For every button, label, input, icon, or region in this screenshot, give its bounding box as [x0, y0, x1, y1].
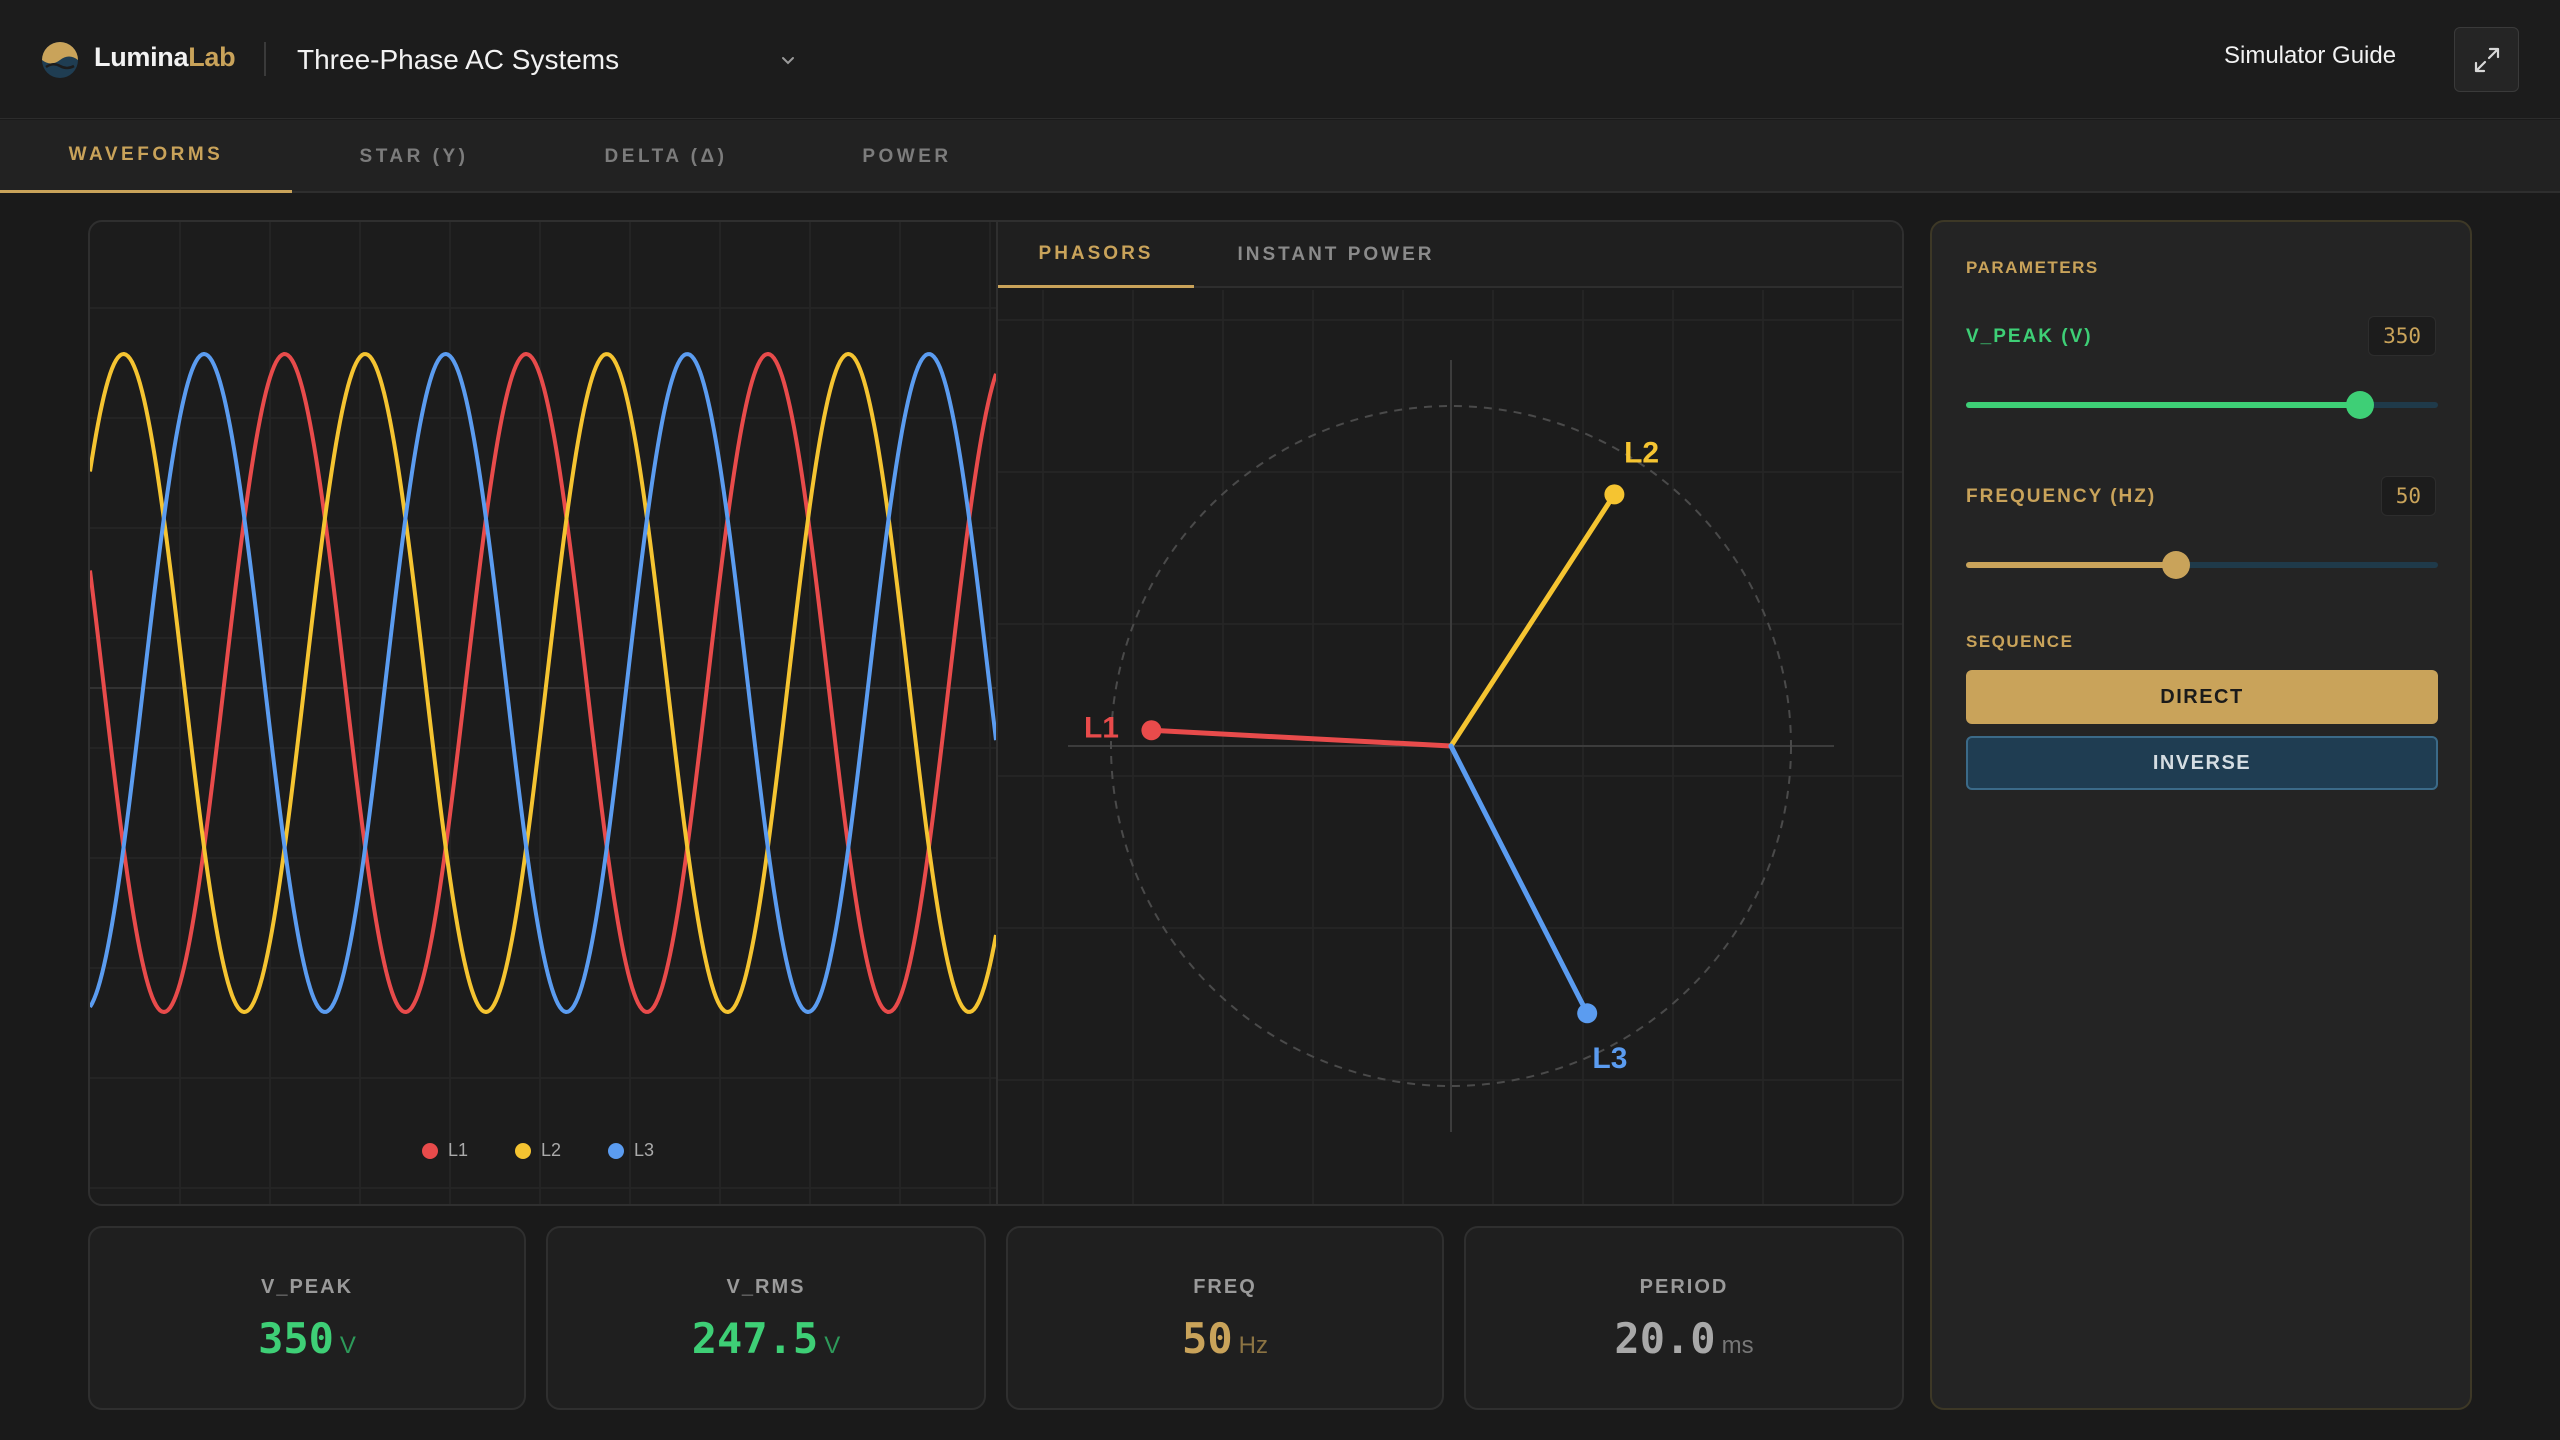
vpeak-value-input[interactable]: 350 [2368, 316, 2436, 356]
stat-label: V_RMS [726, 1276, 806, 1298]
chart-subtabs: PHASORS INSTANT POWER [998, 222, 1902, 288]
phasor-plot: L1 L2 L3 [998, 290, 1902, 1204]
parameters-heading: PARAMETERS [1966, 258, 2099, 277]
brand-divider [264, 42, 266, 76]
legend-item-l2: L2 [515, 1140, 561, 1161]
vpeak-slider-fill [1966, 402, 2361, 408]
stat-value: 350 [258, 1314, 334, 1363]
tab-power[interactable]: POWER [862, 145, 952, 167]
subtab-phasors[interactable]: PHASORS [998, 222, 1194, 288]
phasor-label-l3: L3 [1592, 1042, 1627, 1075]
main-tabs: WAVEFORMS STAR (Y) DELTA (Δ) POWER [0, 120, 2560, 193]
l1-dot-icon [422, 1142, 438, 1159]
phasor-label-l1: L1 [1084, 712, 1119, 745]
vpeak-label: V_PEAK (V) [1966, 326, 2093, 347]
brand-logo[interactable]: LuminaLab [94, 42, 236, 73]
stat-label: FREQ [1193, 1276, 1257, 1298]
stat-unit: V [339, 1332, 356, 1359]
module-title: Three-Phase AC Systems [297, 44, 620, 75]
legend-item-l1: L1 [422, 1140, 468, 1161]
series-line-l2 [90, 352, 998, 1014]
frequency-value-input[interactable]: 50 [2380, 476, 2436, 516]
frequency-label: FREQUENCY (HZ) [1966, 486, 2157, 507]
legend-label: L2 [541, 1140, 562, 1160]
stat-value: 20.0 [1614, 1314, 1716, 1363]
waveform-plot [90, 222, 998, 1204]
phasor-tip-l2 [1604, 484, 1625, 505]
frequency-slider-thumb[interactable] [2162, 551, 2191, 579]
stat-unit: V [824, 1332, 841, 1359]
frequency-slider[interactable] [1966, 551, 2438, 579]
stat-card-freq: FREQ 50 Hz [1006, 1226, 1444, 1410]
parameters-panel: PARAMETERS V_PEAK (V) 350 FREQUENCY (HZ)… [1930, 220, 2472, 1410]
series-line-l3 [90, 352, 998, 1014]
phasor-vector-l2 [1448, 491, 1617, 749]
stat-value: 50 [1182, 1314, 1233, 1363]
sequence-inverse-button[interactable]: INVERSE [1966, 736, 2438, 790]
subtab-instant-power[interactable]: INSTANT POWER [1237, 244, 1435, 265]
stat-card-period: PERIOD 20.0 ms [1464, 1226, 1904, 1410]
tab-delta[interactable]: DELTA (Δ) [604, 145, 728, 167]
sequence-direct-button[interactable]: DIRECT [1966, 670, 2438, 724]
stat-label: V_PEAK [260, 1276, 354, 1298]
brand-name: Lumina [94, 42, 189, 72]
vpeak-slider-thumb[interactable] [2346, 391, 2375, 419]
brand-suffix: Lab [188, 42, 236, 72]
legend-label: L3 [634, 1140, 655, 1160]
fullscreen-button[interactable] [2454, 27, 2519, 92]
visualization-panel: PHASORS INSTANT POWER L1 L2 L3 [88, 220, 1904, 1206]
phasor-label-l2: L2 [1624, 436, 1659, 469]
panel-divider [996, 222, 998, 1204]
stat-card-vpeak: V_PEAK 350 V [88, 1226, 526, 1410]
legend-item-l3: L3 [608, 1140, 654, 1161]
phasor-vector-l3 [1448, 743, 1590, 1016]
top-bar: LuminaLab Three-Phase AC Systems Simulat… [0, 0, 2560, 119]
unit-circle [1110, 405, 1792, 1087]
phasor-tip-l1 [1141, 720, 1162, 741]
series-line-l1 [90, 352, 998, 1014]
sequence-heading: SEQUENCE [1966, 632, 2074, 651]
stat-value: 247.5 [691, 1314, 819, 1363]
l2-dot-icon [515, 1142, 531, 1159]
chevron-down-icon [782, 57, 794, 65]
stat-unit: Hz [1238, 1332, 1268, 1359]
tab-waveforms[interactable]: WAVEFORMS [0, 120, 292, 193]
stat-card-vrms: V_RMS 247.5 V [546, 1226, 986, 1410]
logo-icon [42, 42, 78, 78]
vpeak-slider[interactable] [1966, 391, 2438, 419]
phasor-vector-l1 [1148, 727, 1454, 749]
module-select[interactable]: Three-Phase AC Systems [280, 30, 800, 90]
frequency-slider-fill [1966, 562, 2177, 568]
waveform-chart [90, 222, 998, 1204]
phasor-tip-l3 [1577, 1003, 1598, 1024]
stat-label: PERIOD [1639, 1276, 1729, 1298]
legend-label: L1 [448, 1140, 469, 1160]
stat-unit: ms [1721, 1332, 1754, 1359]
phasor-chart: PHASORS INSTANT POWER L1 L2 L3 [998, 222, 1902, 1204]
expand-icon [2474, 47, 2499, 72]
l3-dot-icon [608, 1142, 624, 1159]
tab-star[interactable]: STAR (Y) [359, 145, 469, 167]
simulator-guide-link[interactable]: Simulator Guide [2224, 42, 2397, 69]
